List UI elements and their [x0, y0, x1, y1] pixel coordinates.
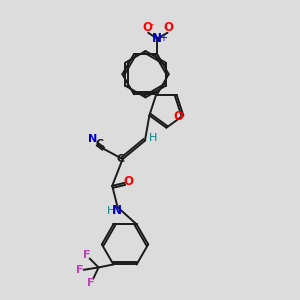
Text: N: N — [88, 134, 98, 144]
Text: F: F — [76, 265, 83, 275]
Text: O: O — [123, 175, 133, 188]
Text: -: - — [150, 19, 154, 29]
Text: F: F — [87, 278, 94, 289]
Text: H: H — [107, 206, 115, 216]
Text: C: C — [96, 139, 104, 149]
Text: O: O — [173, 110, 183, 123]
Text: N: N — [112, 204, 122, 217]
Text: O: O — [142, 21, 153, 34]
Text: O: O — [164, 21, 174, 34]
Text: C: C — [116, 154, 124, 164]
Text: F: F — [83, 250, 90, 260]
Text: N: N — [152, 32, 162, 45]
Text: +: + — [159, 33, 167, 43]
Text: H: H — [149, 133, 158, 143]
